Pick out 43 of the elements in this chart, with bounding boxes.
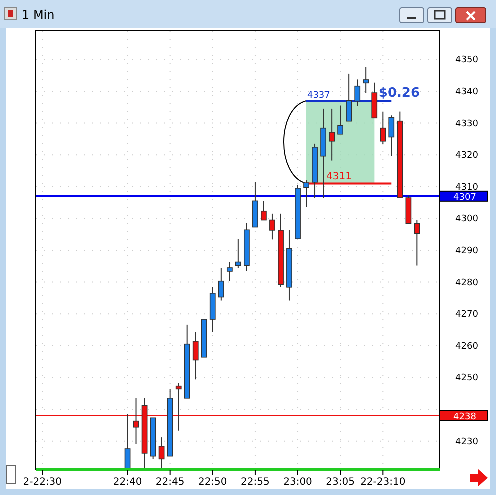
candlestick bbox=[354, 79, 361, 107]
candlestick bbox=[270, 213, 276, 240]
candlestick bbox=[388, 115, 395, 157]
candlestick bbox=[261, 200, 267, 221]
candlestick bbox=[218, 267, 224, 302]
candlestick bbox=[363, 66, 370, 94]
y-tick-label: 4290 bbox=[456, 246, 479, 256]
y-tick-label: 4310 bbox=[456, 182, 479, 193]
y-tick-label: 4330 bbox=[456, 119, 479, 130]
x-tick-label: 23:00 bbox=[284, 477, 312, 488]
candlestick bbox=[235, 238, 242, 269]
y-tick-label: 4270 bbox=[456, 310, 479, 320]
y-tick-label: 4320 bbox=[456, 151, 479, 162]
y-tick-label: 4340 bbox=[456, 87, 479, 98]
x-tick-label: 22:40 bbox=[113, 477, 142, 488]
ref-line-label: 4311 bbox=[326, 172, 352, 183]
candlestick bbox=[338, 105, 344, 135]
y-tick-label: 4230 bbox=[456, 437, 479, 448]
x-tick-label: 22-23:10 bbox=[360, 477, 406, 488]
x-tick-label: 23:05 bbox=[326, 477, 355, 488]
candlestick bbox=[304, 180, 310, 208]
candlestick bbox=[124, 414, 131, 469]
y-tick-label: 4250 bbox=[456, 374, 479, 384]
x-tick-label: 22:55 bbox=[241, 477, 270, 488]
y-tick-label: 4280 bbox=[456, 278, 479, 288]
candlestick bbox=[414, 220, 420, 266]
candlestick bbox=[192, 332, 199, 380]
candlestick bbox=[380, 112, 386, 146]
ref-line-label: 4238 bbox=[454, 412, 477, 422]
x-tick-label: 2-22:30 bbox=[23, 477, 62, 488]
candlestick bbox=[226, 262, 233, 282]
candlestick bbox=[329, 108, 336, 162]
x-tick-label: 22:45 bbox=[156, 477, 185, 488]
y-tick-label: 4260 bbox=[456, 342, 479, 352]
candlestick bbox=[346, 73, 352, 122]
x-tick-label: 22:50 bbox=[198, 477, 228, 488]
y-tick-label: 4350 bbox=[456, 56, 479, 66]
candlestick bbox=[158, 437, 165, 469]
ref-line-label: 4307 bbox=[454, 192, 476, 203]
chart-title: 1 Min bbox=[22, 8, 55, 22]
y-tick-label: 4300 bbox=[456, 214, 479, 225]
ref-line-label: 4337 bbox=[307, 90, 330, 101]
annotation: $0.26 bbox=[378, 86, 420, 101]
